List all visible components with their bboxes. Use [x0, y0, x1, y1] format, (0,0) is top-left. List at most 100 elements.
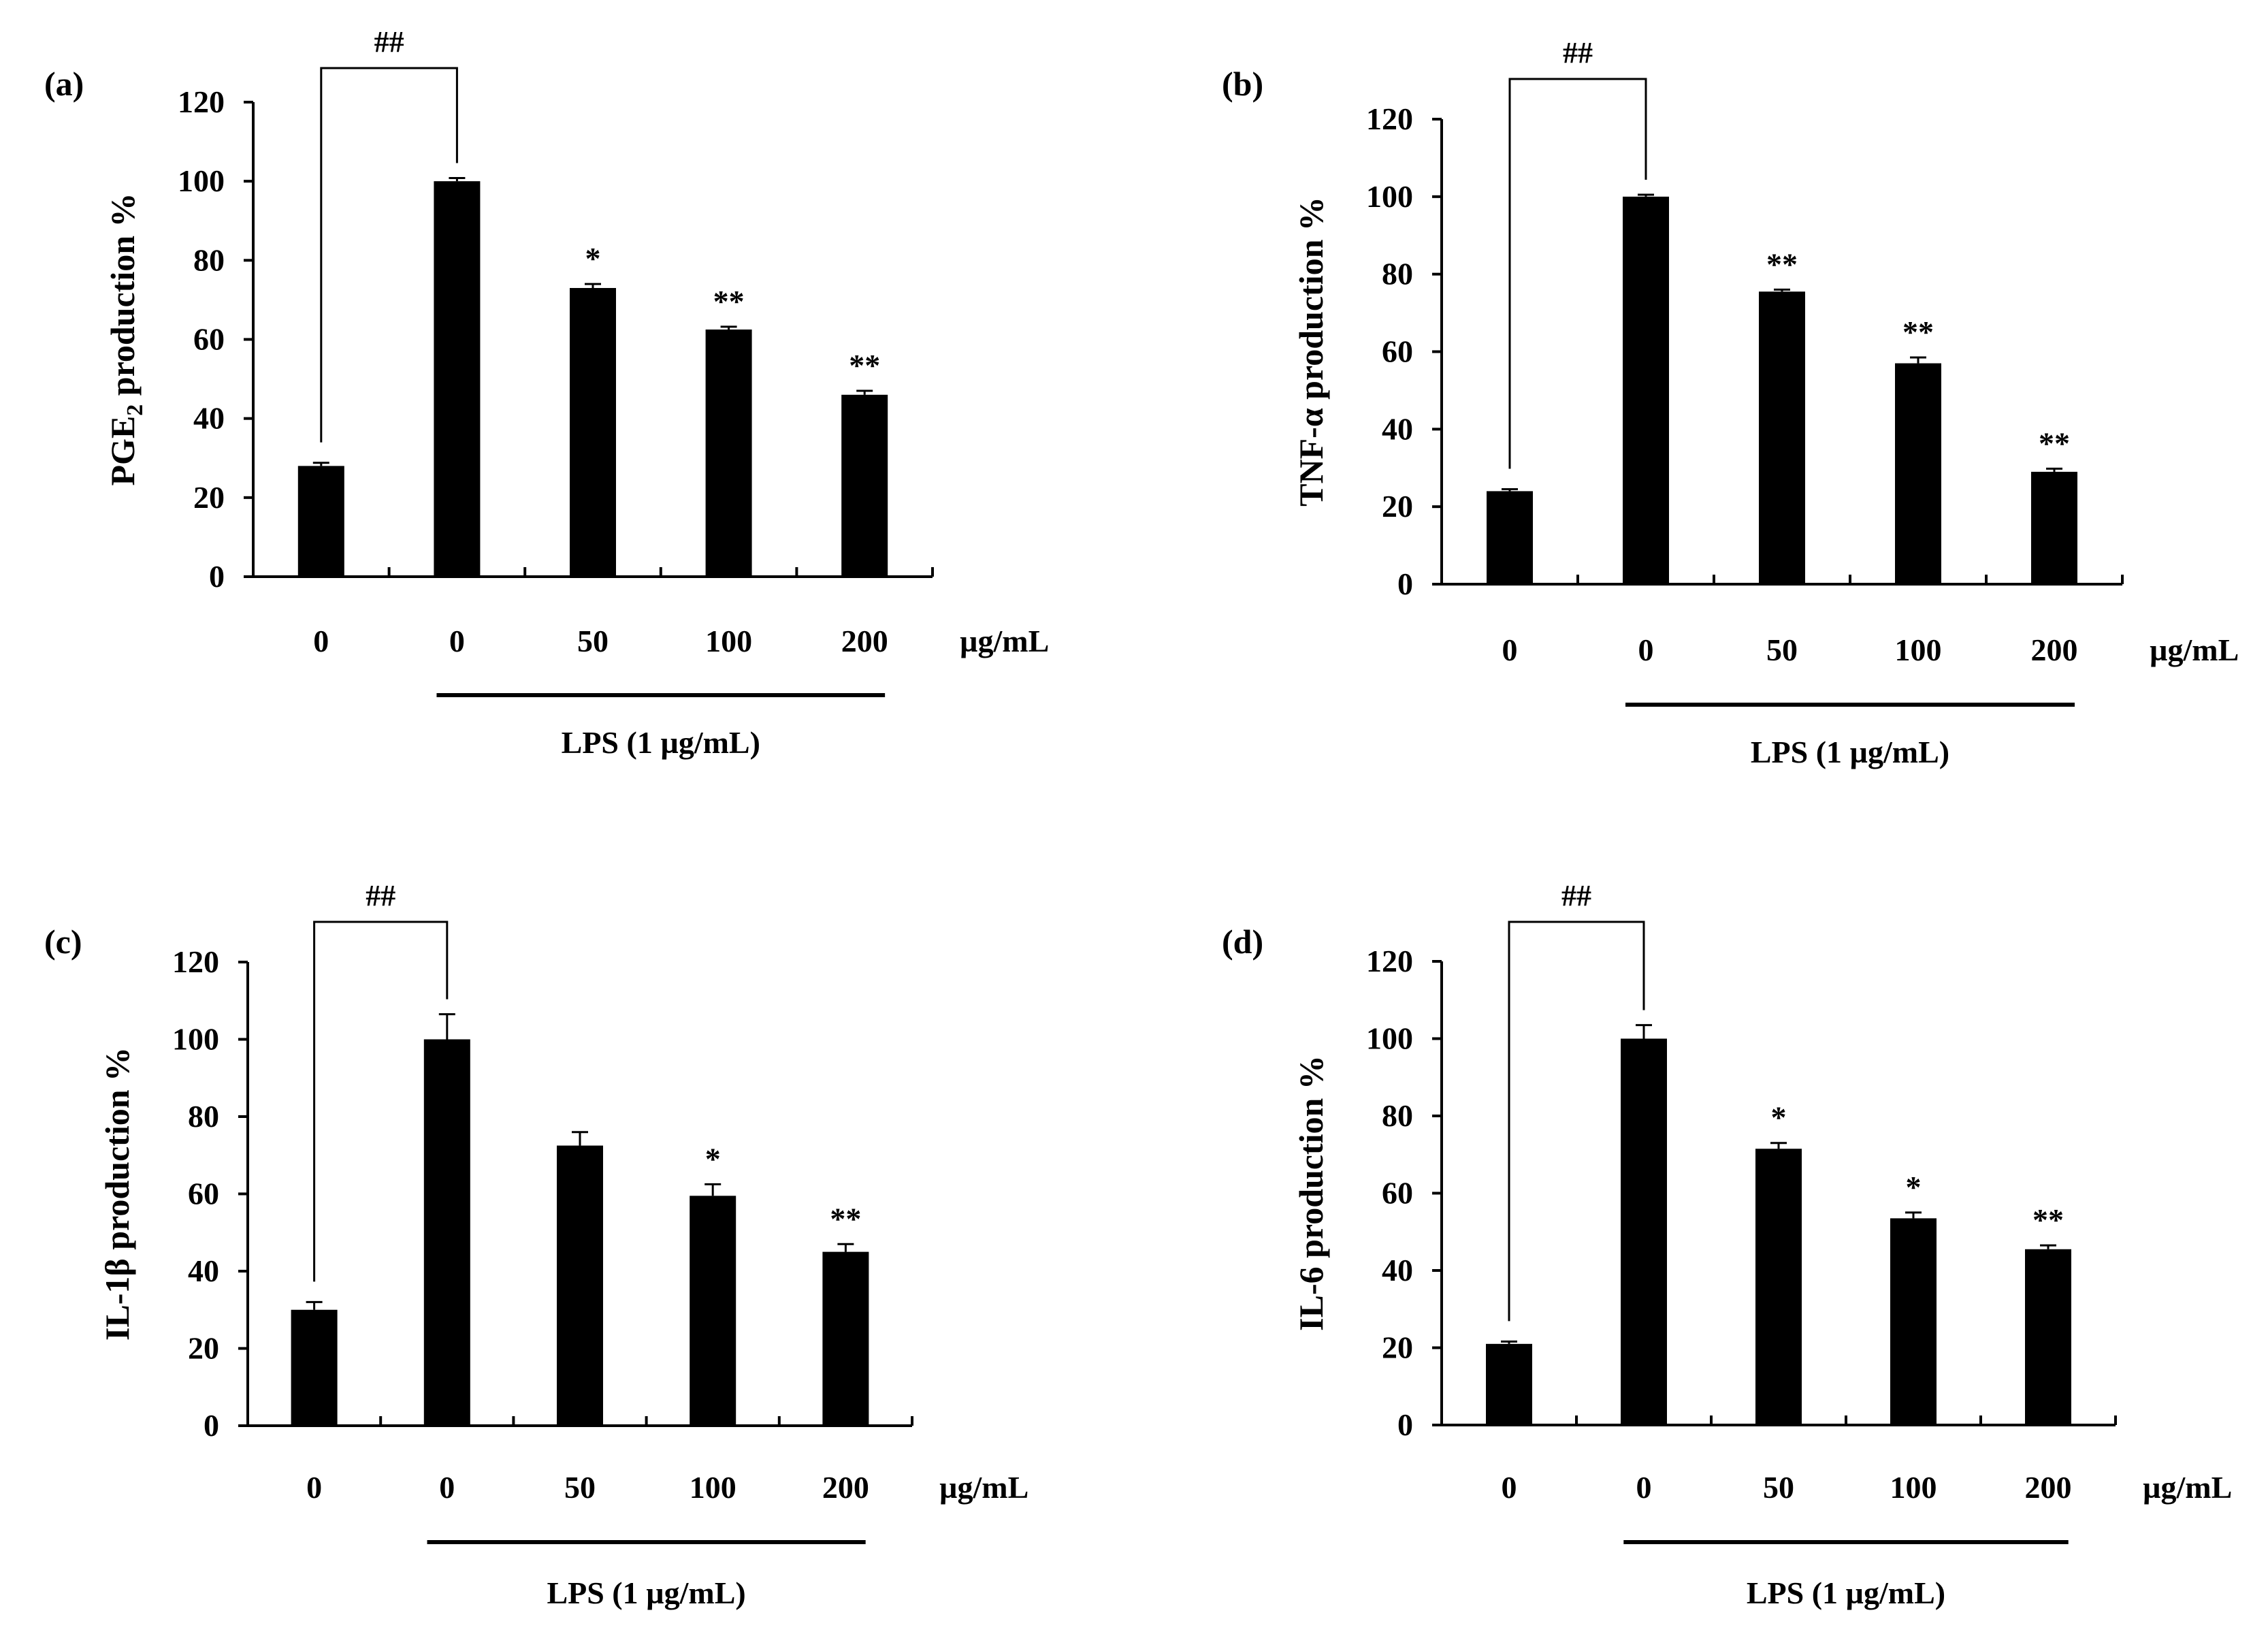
x-tick-label: 100 — [1895, 633, 1942, 667]
x-tick-label: 200 — [841, 624, 888, 658]
bar — [1623, 196, 1669, 584]
bar — [297, 466, 344, 577]
significance-marker: * — [705, 1141, 721, 1176]
x-tick-label: 100 — [690, 1470, 736, 1505]
x-tick-label: 0 — [1502, 633, 1518, 667]
y-axis-title-main: PGE — [103, 416, 142, 486]
x-tick-label: 200 — [2031, 633, 2078, 667]
y-tick-label: 100 — [1366, 179, 1413, 214]
y-tick-label: 120 — [172, 944, 219, 979]
panel-label: (b) — [1222, 65, 1263, 103]
y-tick-label: 60 — [188, 1177, 219, 1211]
y-tick-label: 40 — [188, 1253, 219, 1288]
y-tick-label: 120 — [1366, 944, 1413, 978]
bar — [1621, 1038, 1667, 1425]
significance-marker: ** — [830, 1201, 861, 1236]
x-tick-label: 200 — [2025, 1470, 2072, 1505]
y-tick-label: 100 — [178, 163, 225, 198]
y-tick-label: 20 — [188, 1331, 219, 1366]
significance-marker: * — [1906, 1170, 1922, 1204]
bar — [2031, 471, 2077, 584]
chart-panel: (a) 0 20 40 60 80 100 120 0 0 * 50 ** 100 ** 200 µg/mL ##… — [44, 25, 1049, 760]
y-tick-label: 0 — [1397, 1407, 1413, 1442]
panel-label: (c) — [44, 923, 82, 961]
x-tick-label: 0 — [1636, 1470, 1652, 1505]
x-tick-label: 50 — [564, 1470, 596, 1505]
comparison-bracket — [320, 67, 458, 443]
bar — [1895, 363, 1941, 584]
comparison-bracket — [313, 921, 449, 1282]
bracket-significance: ## — [366, 879, 395, 912]
y-tick-label: 80 — [1382, 257, 1413, 291]
y-tick-label: 120 — [1366, 101, 1413, 136]
lps-group-label: LPS (1 µg/mL) — [1751, 735, 1949, 769]
y-axis-title-main: IL-1β production % — [98, 1047, 136, 1341]
bar — [434, 181, 481, 577]
x-tick-label: 50 — [577, 624, 609, 658]
x-tick-label: 200 — [822, 1470, 869, 1505]
bracket-significance: ## — [374, 25, 404, 59]
x-tick-label: 50 — [1766, 633, 1798, 667]
bar — [423, 1039, 470, 1426]
y-tick-label: 100 — [172, 1022, 219, 1057]
y-tick-label: 120 — [178, 84, 225, 119]
bar — [841, 394, 888, 577]
y-tick-label: 60 — [1382, 334, 1413, 369]
x-tick-label: 0 — [313, 624, 329, 658]
y-tick-label: 80 — [1382, 1098, 1413, 1133]
x-tick-label: 100 — [705, 624, 752, 658]
y-tick-label: 40 — [193, 401, 225, 436]
lps-group-label: LPS (1 µg/mL) — [547, 1575, 745, 1610]
bar — [705, 329, 752, 577]
y-tick-label: 60 — [193, 322, 225, 357]
significance-marker: ** — [2032, 1202, 2064, 1237]
bracket-significance: ## — [1561, 879, 1591, 912]
y-tick-label: 100 — [1366, 1021, 1413, 1056]
chart-panel: (b) 0 20 40 60 80 100 120 0 0 ** 50 ** 100 ** 200 µg/mL #… — [1222, 36, 2239, 769]
significance-marker: ** — [713, 284, 745, 319]
bar — [557, 1145, 603, 1426]
bar — [690, 1196, 736, 1426]
x-tick-label: 50 — [1763, 1470, 1794, 1505]
x-unit-label: µg/mL — [960, 624, 1049, 658]
significance-marker: ** — [2039, 426, 2070, 460]
y-axis-title-main: TNF-α production % — [1292, 197, 1330, 507]
comparison-bracket — [1508, 78, 1647, 469]
x-unit-label: µg/mL — [939, 1470, 1028, 1505]
significance-marker: * — [1771, 1100, 1787, 1135]
bar — [1890, 1218, 1937, 1425]
bar — [1755, 1149, 1802, 1425]
y-axis-title: IL-6 production % — [1292, 1055, 1330, 1331]
x-tick-label: 0 — [1638, 633, 1654, 667]
bar — [1486, 1343, 1532, 1425]
comparison-bracket — [1508, 921, 1645, 1322]
chart-panel: (c) 0 20 40 60 80 100 120 0 0 50 * 100 ** 200 µg/mL ## LP… — [44, 879, 1028, 1610]
y-tick-label: 20 — [193, 480, 225, 515]
y-axis-title-rest: production % — [103, 193, 142, 404]
y-axis-title: PGE2 production % — [103, 193, 148, 485]
bar — [570, 287, 616, 577]
y-axis-title-subscript: 2 — [123, 404, 148, 416]
significance-marker: ** — [1766, 246, 1798, 281]
significance-marker: ** — [1902, 315, 1934, 349]
x-tick-label: 0 — [306, 1470, 322, 1505]
bracket-significance: ## — [1563, 36, 1593, 69]
y-axis-title: IL-1β production % — [98, 1047, 136, 1341]
y-axis-title: TNF-α production % — [1292, 197, 1330, 507]
bar — [1759, 291, 1805, 584]
y-tick-label: 0 — [209, 559, 225, 594]
y-tick-label: 20 — [1382, 489, 1413, 524]
x-tick-label: 0 — [449, 624, 465, 658]
x-unit-label: µg/mL — [2143, 1470, 2232, 1505]
y-tick-label: 0 — [1397, 566, 1413, 601]
bar — [1487, 491, 1533, 584]
y-tick-label: 40 — [1382, 411, 1413, 446]
significance-marker: ** — [849, 348, 880, 383]
x-tick-label: 0 — [1502, 1470, 1517, 1505]
chart-panel: (d) 0 20 40 60 80 100 120 0 0 * 50 * 100 ** 200 µg/mL ## L… — [1222, 879, 2232, 1610]
bar — [291, 1309, 338, 1426]
lps-group-label: LPS (1 µg/mL) — [1747, 1575, 1945, 1610]
panel-label: (d) — [1222, 923, 1263, 961]
panel-label: (a) — [44, 65, 84, 103]
